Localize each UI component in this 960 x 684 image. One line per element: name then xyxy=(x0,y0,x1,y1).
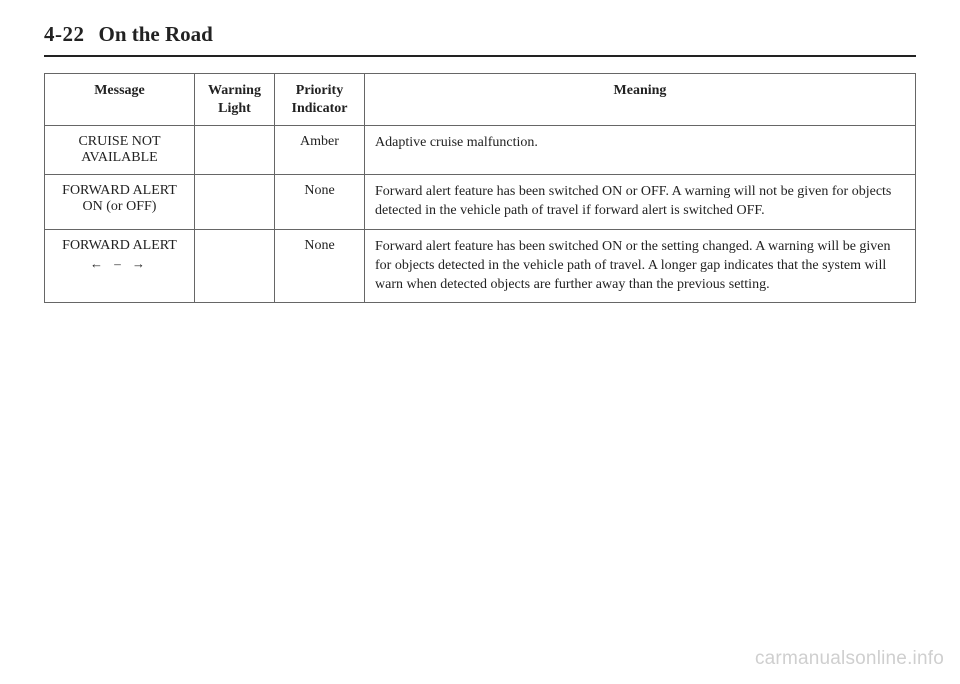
col-header-message: Message xyxy=(45,74,195,126)
cell-priority-indicator: None xyxy=(275,175,365,230)
page-number: 4-22 xyxy=(44,22,85,47)
gap-arrows-icon: ← – → xyxy=(55,256,184,272)
col-header-priority-ind-l2: Indicator xyxy=(292,101,348,116)
header-rule xyxy=(44,55,916,57)
page-header: 4-22 On the Road xyxy=(44,22,916,47)
message-line1: FORWARD ALERT xyxy=(55,183,184,199)
cell-message: FORWARD ALERT ← – → xyxy=(45,229,195,303)
message-line1: FORWARD ALERT xyxy=(55,238,184,254)
cell-message: FORWARD ALERT ON (or OFF) xyxy=(45,175,195,230)
message-line2: ON (or OFF) xyxy=(55,199,184,215)
cell-warning-light xyxy=(195,175,275,230)
messages-table: Message Warning Light Priority Indicator… xyxy=(44,73,916,303)
cell-priority-indicator: Amber xyxy=(275,126,365,175)
message-line2: AVAILABLE xyxy=(55,150,184,166)
table-header-row: Message Warning Light Priority Indicator… xyxy=(45,74,916,126)
section-title: On the Road xyxy=(99,22,213,47)
cell-warning-light xyxy=(195,126,275,175)
cell-warning-light xyxy=(195,229,275,303)
cell-message: CRUISE NOT AVAILABLE xyxy=(45,126,195,175)
col-header-warning-light: Warning Light xyxy=(195,74,275,126)
col-header-priority-ind-l1: Priority xyxy=(296,83,343,98)
col-header-warning-light-l2: Light xyxy=(218,101,251,116)
cell-meaning: Forward alert feature has been switched … xyxy=(365,175,916,230)
cell-priority-indicator: None xyxy=(275,229,365,303)
message-line1: CRUISE NOT xyxy=(55,134,184,150)
col-header-meaning: Meaning xyxy=(365,74,916,126)
col-header-priority-indicator: Priority Indicator xyxy=(275,74,365,126)
table-row: FORWARD ALERT ← – → None Forward alert f… xyxy=(45,229,916,303)
cell-meaning: Adaptive cruise malfunction. xyxy=(365,126,916,175)
cell-meaning: Forward alert feature has been switched … xyxy=(365,229,916,303)
table-row: CRUISE NOT AVAILABLE Amber Adaptive crui… xyxy=(45,126,916,175)
table-row: FORWARD ALERT ON (or OFF) None Forward a… xyxy=(45,175,916,230)
manual-page: 4-22 On the Road Message Warning Light P… xyxy=(0,0,960,684)
watermark-text: carmanualsonline.info xyxy=(755,648,944,670)
col-header-warning-light-l1: Warning xyxy=(208,83,261,98)
